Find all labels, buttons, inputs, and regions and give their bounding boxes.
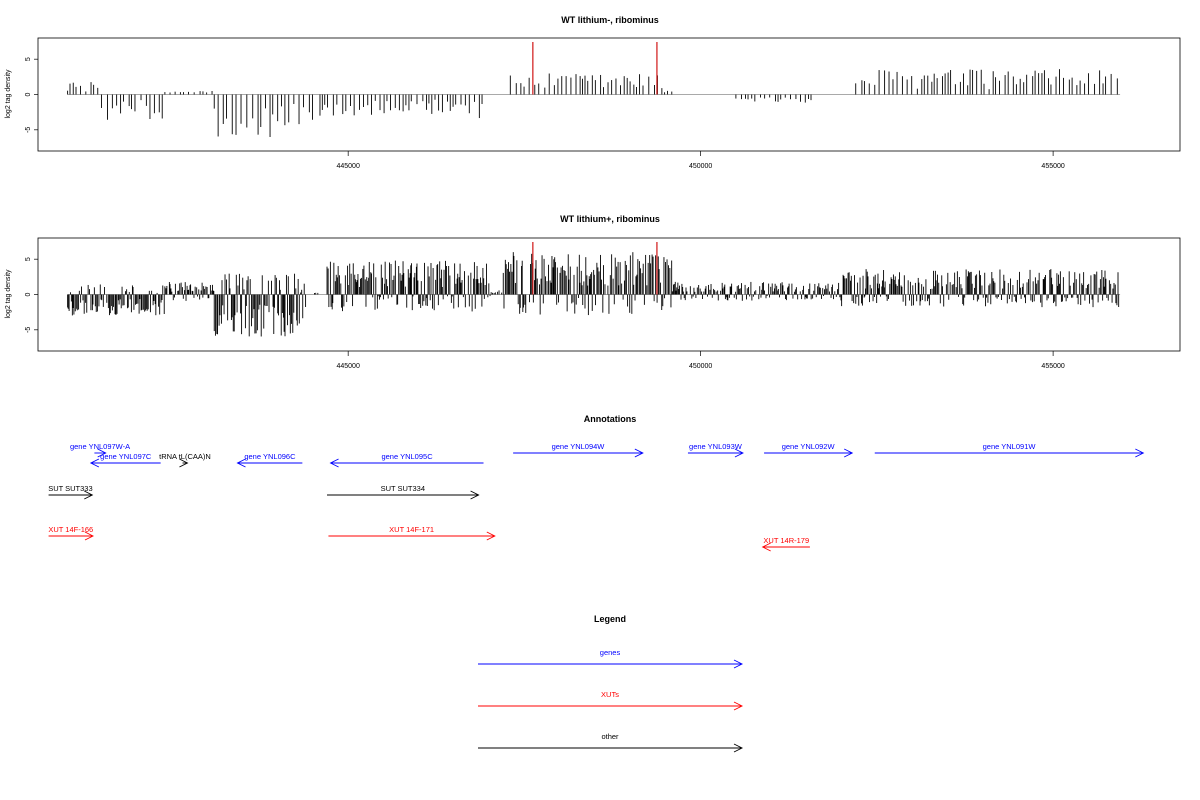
feature-label: XUT 14R-179: [763, 536, 809, 545]
feature-arrow-head: [89, 458, 100, 468]
panel-title: WT lithium-, ribominus: [561, 15, 659, 25]
legend-label: genes: [600, 648, 621, 657]
legend-arrow-head: [733, 743, 744, 753]
density-bars: [67, 242, 1121, 337]
feature-label: gene YNL097C: [100, 452, 152, 461]
y-tick-label: 0: [25, 292, 32, 296]
feature-arrow-head: [844, 448, 854, 458]
feature-arrow-head: [97, 448, 107, 458]
feature-label: gene YNL093W: [689, 442, 743, 451]
feature-arrow-head: [84, 531, 94, 541]
legend-label: XUTs: [601, 690, 619, 699]
feature-label: gene YNL091W: [983, 442, 1037, 451]
feature-label: SUT SUT334: [381, 484, 425, 493]
y-tick-label: -5: [25, 127, 32, 133]
feature-arrow-head: [761, 542, 771, 552]
x-tick-label: 450000: [689, 363, 712, 370]
feature-label: gene YNL094W: [552, 442, 606, 451]
x-tick-label: 445000: [336, 363, 359, 370]
feature-label: gene YNL097W-A: [70, 442, 130, 451]
panel-lithium-minus: WT lithium-, ribominus log2 tag density …: [5, 15, 1181, 170]
y-tick-label: 5: [25, 57, 32, 61]
feature-arrow-head: [1135, 448, 1145, 458]
feature-arrow-head: [329, 458, 339, 468]
panel-lithium-plus: WT lithium+, ribominus log2 tag density …: [5, 214, 1181, 370]
annotations-title: Annotations: [584, 414, 637, 424]
feature-arrow-head: [236, 458, 246, 468]
x-tick-label: 455000: [1041, 363, 1064, 370]
feature-label: tRNA tL(CAA)N: [159, 452, 211, 461]
legend-items: genes XUTs other: [478, 648, 744, 753]
feature-arrow-head: [179, 458, 189, 468]
feature-label: SUT SUT333: [48, 484, 92, 493]
feature-arrow-head: [470, 490, 480, 500]
legend-arrow-head: [733, 659, 744, 669]
feature-arrow-head: [634, 448, 644, 458]
x-tick-label: 445000: [336, 163, 359, 170]
y-axis-label: log2 tag density: [5, 69, 12, 119]
feature-label: gene YNL095C: [381, 452, 433, 461]
legend-label: other: [601, 732, 619, 741]
feature-arrow-head: [734, 448, 744, 458]
x-tick-label: 455000: [1041, 163, 1064, 170]
legend: Legend genes XUTs other: [478, 614, 744, 753]
feature-arrow-head: [486, 531, 496, 541]
legend-arrow-head: [733, 701, 744, 711]
y-axis-label: log2 tag density: [5, 269, 12, 319]
feature-arrow-head: [84, 490, 94, 500]
axes: -5 0 5 445000 450000 455000: [25, 257, 1065, 370]
feature-label: gene YNL096C: [244, 452, 296, 461]
axes: -5 0 5 445000 450000 455000: [25, 57, 1065, 170]
density-bars: [67, 42, 1121, 138]
feature-label: XUT 14F-171: [389, 525, 434, 534]
y-tick-label: 0: [25, 92, 32, 96]
feature-label: gene YNL092W: [782, 442, 836, 451]
legend-title: Legend: [594, 614, 626, 624]
x-tick-label: 450000: [689, 163, 712, 170]
y-tick-label: -5: [25, 327, 32, 333]
y-tick-label: 5: [25, 257, 32, 261]
panel-title: WT lithium+, ribominus: [560, 214, 660, 224]
feature-label: XUT 14F-166: [48, 525, 93, 534]
